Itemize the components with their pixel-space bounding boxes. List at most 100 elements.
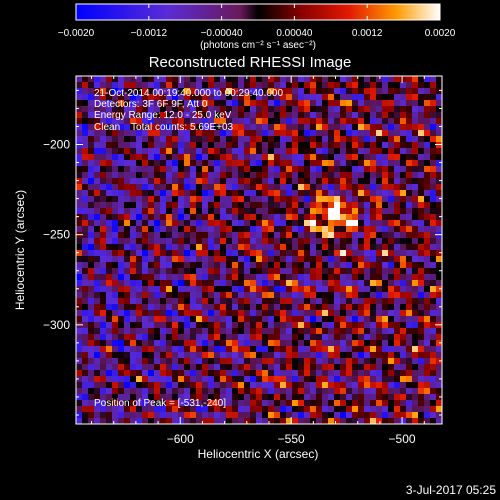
heatmap-cell bbox=[94, 226, 100, 232]
heatmap-cell bbox=[226, 400, 232, 406]
heatmap-cell bbox=[310, 274, 316, 280]
heatmap-cell bbox=[88, 340, 94, 346]
heatmap-cell bbox=[184, 88, 190, 94]
heatmap-cell bbox=[100, 340, 106, 346]
heatmap-cell bbox=[136, 154, 142, 160]
heatmap-cell bbox=[136, 304, 142, 310]
heatmap-cell bbox=[106, 100, 112, 106]
heatmap-cell bbox=[94, 118, 100, 124]
heatmap-cell bbox=[388, 136, 394, 142]
heatmap-cell bbox=[184, 394, 190, 400]
heatmap-cell bbox=[286, 286, 292, 292]
annotation-energy-range: Energy Range: 12.0 - 25.0 keV bbox=[94, 110, 232, 121]
heatmap-cell bbox=[418, 100, 424, 106]
heatmap-cell bbox=[328, 82, 334, 88]
heatmap-cell bbox=[346, 178, 352, 184]
heatmap-cell bbox=[292, 382, 298, 388]
heatmap-cell bbox=[106, 298, 112, 304]
heatmap-cell bbox=[298, 304, 304, 310]
heatmap-cell bbox=[376, 142, 382, 148]
heatmap-cell bbox=[316, 112, 322, 118]
heatmap-cell bbox=[232, 178, 238, 184]
heatmap-cell bbox=[424, 418, 430, 424]
heatmap-cell bbox=[184, 322, 190, 328]
heatmap-cell bbox=[208, 202, 214, 208]
heatmap-cell bbox=[430, 238, 436, 244]
heatmap-cell bbox=[226, 244, 232, 250]
heatmap-cell bbox=[268, 292, 274, 298]
heatmap-cell bbox=[160, 382, 166, 388]
heatmap-cell bbox=[136, 112, 142, 118]
heatmap-cell bbox=[238, 394, 244, 400]
heatmap-cell bbox=[388, 286, 394, 292]
heatmap-cell bbox=[256, 154, 262, 160]
heatmap-cell bbox=[298, 250, 304, 256]
heatmap-cell bbox=[382, 130, 388, 136]
heatmap-cell bbox=[226, 118, 232, 124]
heatmap-cell bbox=[406, 418, 412, 424]
heatmap-cell bbox=[112, 106, 118, 112]
heatmap-cell bbox=[424, 190, 430, 196]
annotation-clean-counts: Clean Total counts: 5.69E+03 bbox=[94, 122, 234, 133]
heatmap-cell bbox=[316, 388, 322, 394]
heatmap-cell bbox=[166, 406, 172, 412]
heatmap-cell bbox=[364, 358, 370, 364]
heatmap-cell bbox=[424, 106, 430, 112]
heatmap-cell bbox=[202, 346, 208, 352]
heatmap-cell bbox=[292, 346, 298, 352]
heatmap-cell bbox=[376, 418, 382, 424]
heatmap-cell bbox=[292, 172, 298, 178]
heatmap-cell bbox=[226, 304, 232, 310]
heatmap-cell bbox=[88, 370, 94, 376]
heatmap-cell bbox=[124, 346, 130, 352]
heatmap-cell bbox=[196, 250, 202, 256]
heatmap-cell bbox=[142, 292, 148, 298]
heatmap-cell bbox=[418, 196, 424, 202]
heatmap-cell bbox=[178, 334, 184, 340]
heatmap-cell bbox=[400, 256, 406, 262]
heatmap-cell bbox=[88, 394, 94, 400]
heatmap-cell bbox=[430, 358, 436, 364]
heatmap-cell bbox=[292, 286, 298, 292]
heatmap-cell bbox=[334, 268, 340, 274]
heatmap-cell bbox=[316, 304, 322, 310]
colorbar-frame bbox=[75, 3, 441, 21]
heatmap-cell bbox=[124, 76, 130, 82]
heatmap-cell bbox=[196, 172, 202, 178]
heatmap-cell bbox=[166, 262, 172, 268]
heatmap-cell bbox=[118, 268, 124, 274]
heatmap-cell bbox=[148, 418, 154, 424]
heatmap-cell bbox=[304, 340, 310, 346]
heatmap-cell bbox=[172, 88, 178, 94]
heatmap-cell bbox=[154, 238, 160, 244]
heatmap-cell bbox=[76, 136, 82, 142]
heatmap-cell bbox=[238, 292, 244, 298]
heatmap-cell bbox=[406, 250, 412, 256]
heatmap-cell bbox=[76, 226, 82, 232]
heatmap-cell bbox=[112, 382, 118, 388]
heatmap-cell bbox=[304, 124, 310, 130]
heatmap-cell bbox=[214, 346, 220, 352]
heatmap-cell bbox=[106, 130, 112, 136]
heatmap-cell bbox=[130, 262, 136, 268]
heatmap-cell bbox=[376, 352, 382, 358]
heatmap-cell bbox=[430, 112, 436, 118]
heatmap-cell bbox=[274, 394, 280, 400]
heatmap-cell bbox=[286, 418, 292, 424]
heatmap-cell bbox=[226, 148, 232, 154]
heatmap-cell bbox=[82, 394, 88, 400]
heatmap-cell bbox=[382, 220, 388, 226]
heatmap-cell bbox=[370, 196, 376, 202]
heatmap-cell bbox=[304, 202, 310, 208]
heatmap-cell bbox=[370, 280, 376, 286]
heatmap-cell bbox=[250, 106, 256, 112]
heatmap-cell bbox=[100, 112, 106, 118]
heatmap-cell bbox=[202, 244, 208, 250]
heatmap-cell bbox=[328, 298, 334, 304]
heatmap-cell bbox=[292, 304, 298, 310]
heatmap-cell bbox=[184, 334, 190, 340]
heatmap-cell bbox=[190, 88, 196, 94]
heatmap-cell bbox=[196, 364, 202, 370]
heatmap-cell bbox=[124, 274, 130, 280]
heatmap-cell bbox=[322, 190, 328, 196]
